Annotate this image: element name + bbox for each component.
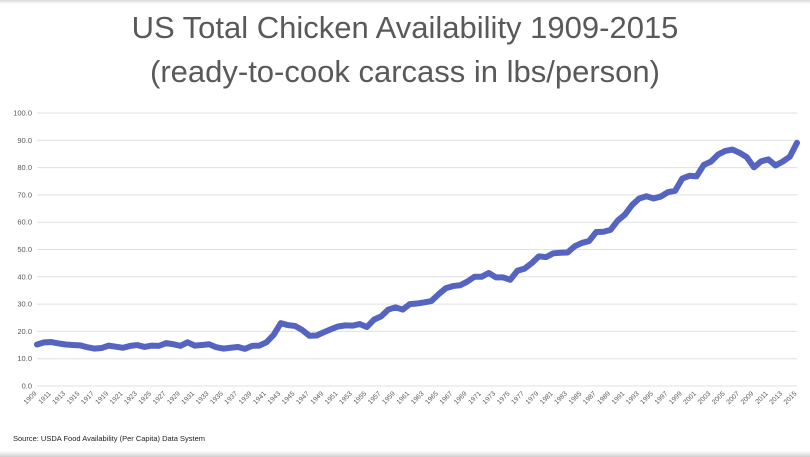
y-tick-label: 40.0 [17,272,32,281]
x-tick-label: 1943 [267,390,283,406]
x-tick-label: 2005 [711,390,727,406]
x-tick-label: 1985 [568,390,584,406]
x-tick-label: 1991 [611,390,627,406]
x-tick-label: 1975 [496,390,512,406]
x-tick-label: 2015 [783,390,799,406]
chart-subtitle: (ready-to-cook carcass in lbs/person) [150,54,660,89]
x-tick-label: 1987 [582,390,598,406]
y-tick-label: 70.0 [17,190,32,199]
series-line [34,139,800,352]
x-axis-ticks: 1909 191119131915191719191921192319251927… [23,390,799,406]
y-tick-label: 0.0 [22,382,32,391]
x-tick-label: 1981 [539,390,555,406]
x-tick-label: 1973 [482,390,498,406]
y-tick-label: 30.0 [17,300,32,309]
y-tick-label: 50.0 [17,245,32,254]
x-tick-label: 1947 [295,390,311,406]
x-tick-label: 1931 [181,390,197,406]
x-tick-label: 1925 [137,390,153,406]
x-tick-label: 1971 [467,390,483,406]
x-tick-label: 1933 [195,390,211,406]
x-tick-label: 1965 [424,390,440,406]
y-tick-label: 90.0 [17,136,32,145]
x-tick-label: 1917 [80,390,96,406]
x-tick-label: 1913 [51,390,67,406]
x-tick-label: 1921 [109,390,125,406]
x-tick-label: 1957 [367,390,383,406]
top-edge-shadow [0,0,810,4]
x-tick-label: 2007 [725,390,741,406]
x-tick-label: 1927 [152,390,168,406]
x-tick-label: 1961 [396,390,412,406]
x-tick-label: 1979 [525,390,541,406]
x-tick-label: 1953 [338,390,354,406]
chart-title-block: US Total Chicken Availability 1909-2015 … [0,6,810,94]
x-tick-label: 2013 [768,390,784,406]
x-tick-label: 2011 [754,390,769,405]
y-tick-label: 80.0 [17,163,32,172]
bottom-edge-shadow [0,451,810,457]
y-tick-label: 60.0 [17,218,32,227]
y-tick-label: 100.0 [13,109,32,118]
y-tick-label: 10.0 [17,354,32,363]
series-layer [34,139,800,352]
x-tick-label: 1941 [252,390,268,406]
x-tick-label: 2003 [697,390,713,406]
x-tick-label: 1919 [94,390,110,406]
x-tick-label: 1945 [281,390,297,406]
y-tick-label: 20.0 [17,327,32,336]
x-tick-label: 1923 [123,390,139,406]
x-tick-label: 1983 [553,390,569,406]
chart-title: US Total Chicken Availability 1909-2015 [131,10,679,45]
x-tick-label: 1935 [209,390,225,406]
x-tick-label: 1963 [410,390,426,406]
x-tick-label: 1909 [23,390,39,406]
y-axis-ticks: 0.0 10.0 20.0 30.0 40.0 50.0 60.0 70.0 80.0 90.0 1… [13,109,32,391]
x-tick-label: 2009 [740,390,756,406]
x-tick-label: 1977 [510,390,526,406]
x-tick-label: 1949 [310,390,326,406]
x-tick-label: 1911 [37,390,52,405]
x-tick-label: 1915 [66,390,82,406]
x-tick-label: 1997 [654,390,670,406]
x-tick-label: 1969 [453,390,469,406]
x-tick-label: 1967 [439,390,455,406]
x-tick-label: 1993 [625,390,641,406]
x-tick-label: 2001 [682,390,698,406]
source-note: Source: USDA Food Availability (Per Capi… [13,434,206,443]
x-tick-label: 1959 [381,390,397,406]
x-tick-label: 1939 [238,390,254,406]
x-tick-label: 1937 [224,390,240,406]
x-tick-label: 1929 [166,390,182,406]
x-tick-label: 1999 [668,390,684,406]
x-tick-label: 1995 [639,390,655,406]
x-tick-label: 1989 [596,390,612,406]
x-tick-label: 1955 [353,390,369,406]
x-tick-label: 1951 [324,390,340,406]
